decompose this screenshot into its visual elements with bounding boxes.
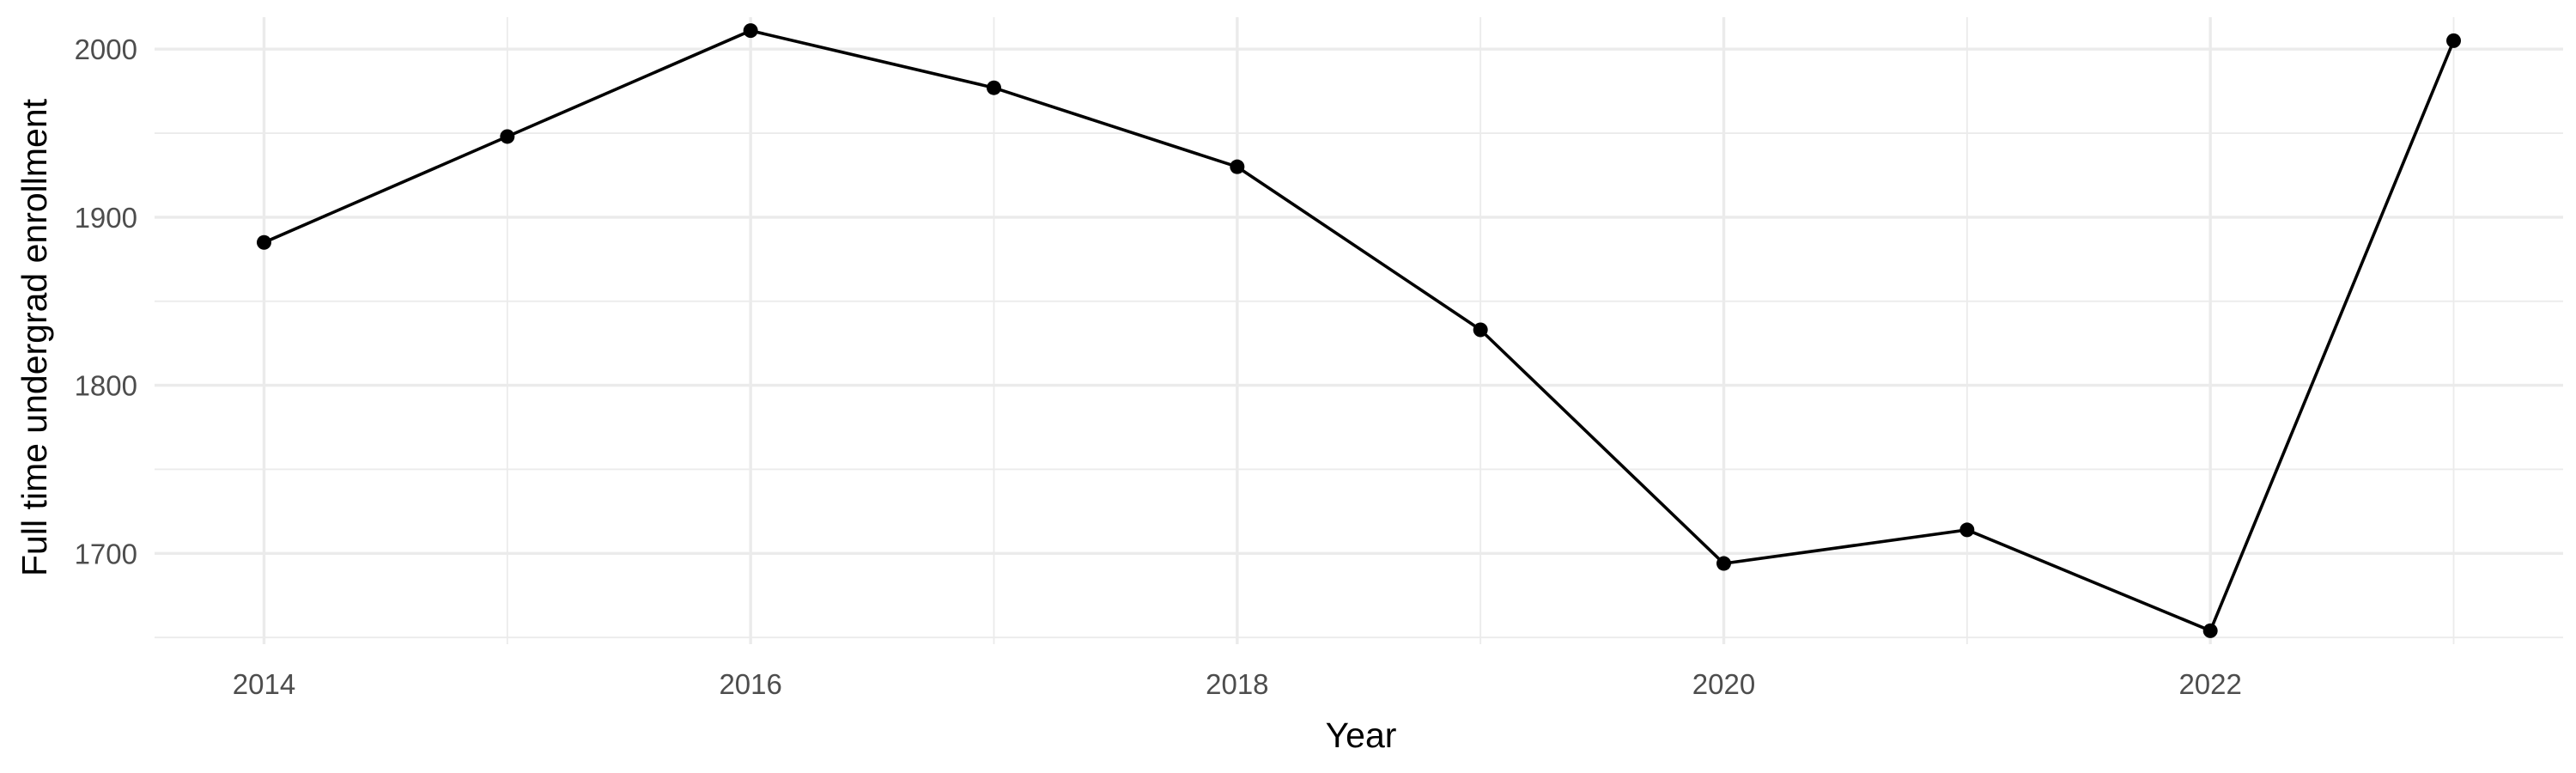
series-line (262, 28, 2456, 633)
data-point-2018 (1230, 159, 1245, 174)
y-axis-title: Full time undergrad enrollment (15, 98, 54, 576)
x-tick-label-2016: 2016 (719, 668, 781, 700)
x-axis-tick-labels: 2014 2016 2018 2020 2022 (233, 668, 2242, 700)
y-tick-label-2000: 2000 (75, 33, 137, 65)
data-points (257, 23, 2461, 638)
data-point-2023 (2446, 33, 2461, 48)
x-axis-title: Year (1326, 715, 1397, 755)
series-layer (262, 28, 2456, 633)
data-point-2015 (500, 129, 515, 144)
major-gridlines (155, 17, 2563, 644)
x-tick-label-2022: 2022 (2178, 668, 2241, 700)
data-point-2020 (1716, 556, 1731, 571)
y-tick-label-1800: 1800 (75, 370, 137, 402)
data-point-2021 (1959, 522, 1975, 538)
y-tick-label-1900: 1900 (75, 202, 137, 234)
x-tick-label-2018: 2018 (1206, 668, 1268, 700)
x-tick-label-2020: 2020 (1692, 668, 1755, 700)
y-axis-tick-labels: 1700 1800 1900 2000 (75, 33, 137, 569)
data-point-2014 (257, 234, 271, 250)
x-tick-label-2014: 2014 (233, 668, 295, 700)
data-point-2016 (743, 23, 758, 39)
data-point-2019 (1473, 322, 1488, 338)
data-point-2022 (2202, 623, 2218, 638)
y-tick-label-1700: 1700 (75, 538, 137, 569)
data-point-2017 (987, 80, 1001, 95)
